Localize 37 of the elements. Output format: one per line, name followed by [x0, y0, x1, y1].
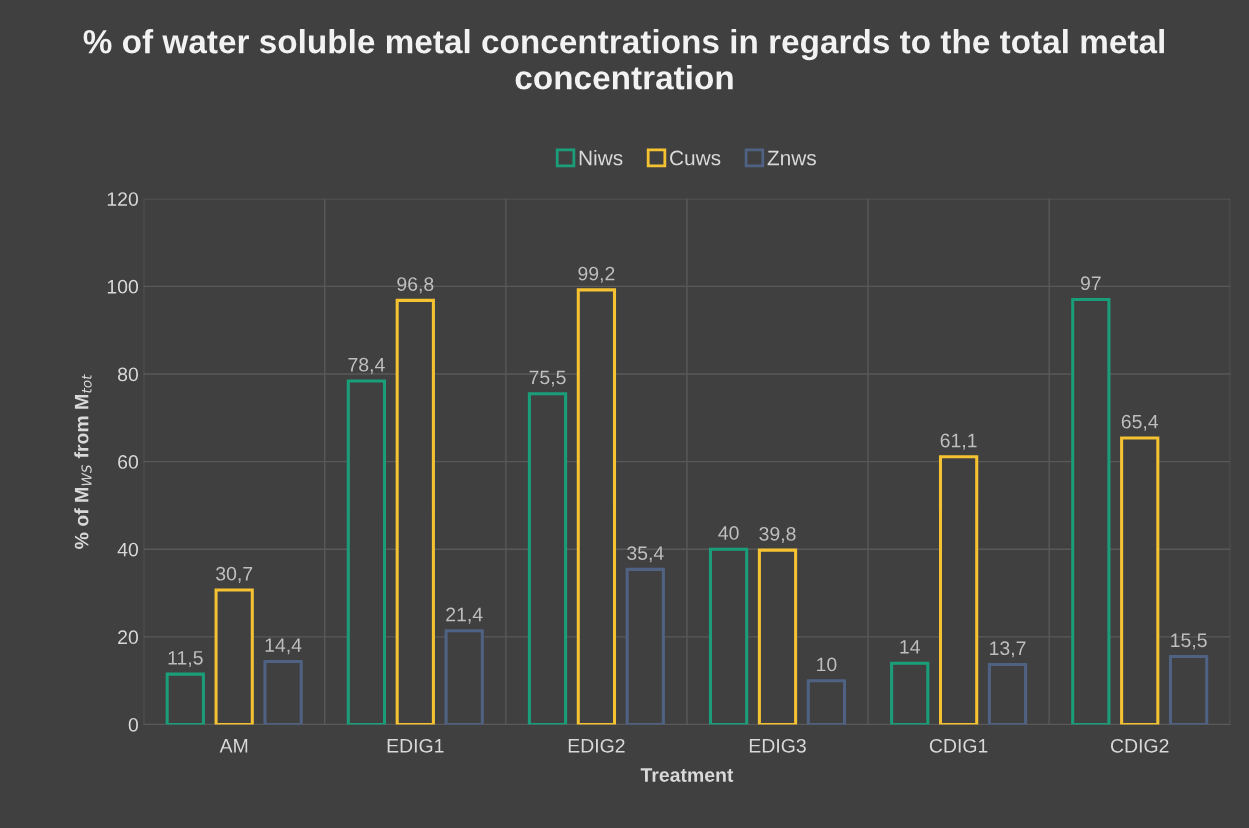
data-label: 40 [718, 526, 739, 540]
legend-label: Cuws [670, 150, 721, 166]
data-label: 21,4 [446, 607, 483, 624]
data-label: 15,5 [1171, 633, 1207, 650]
chart-title: % of water soluble metal concentrations in regards to the total metal concentration [83, 28, 1164, 90]
data-label: 11,5 [168, 651, 203, 668]
y-tick-label: 100 [107, 279, 139, 294]
x-tick-label: CDIG1 [929, 738, 988, 753]
data-label: 97 [1080, 276, 1101, 291]
y-tick-label: 40 [117, 542, 139, 557]
y-tick-label: 60 [118, 455, 139, 469]
y-axis-title: % of M$_{WS}$ from M$_{tot}$ [74, 374, 92, 549]
data-label: 78,4 [348, 357, 385, 374]
x-axis-title: Treatment [640, 768, 734, 782]
data-label: 75,5 [529, 370, 566, 387]
x-tick-label: EDIG1 [387, 738, 444, 753]
y-tick-label: 0 [128, 717, 139, 732]
data-label: 14,4 [265, 638, 302, 655]
data-label: 99,2 [578, 266, 615, 283]
y-tick-label: 80 [117, 367, 139, 382]
data-label: 10 [817, 657, 837, 672]
legend-label: Niws [579, 150, 623, 166]
y-tick-label: 20 [118, 630, 139, 645]
legend-label: Znws [767, 150, 816, 166]
x-tick-label: EDIG3 [749, 738, 806, 753]
data-label: 39,8 [759, 526, 796, 544]
data-label: 13,7 [990, 641, 1026, 658]
data-label: 61,1 [940, 433, 977, 450]
data-label: 65,4 [1121, 414, 1159, 431]
x-tick-label: CDIG2 [1110, 738, 1169, 753]
data-label: 14 [900, 640, 920, 654]
x-tick-label: AM [219, 739, 248, 753]
data-label: 35,4 [627, 546, 664, 563]
data-label: 96,8 [397, 277, 434, 294]
data-label: 30,7 [216, 566, 253, 583]
y-tick-label: 120 [107, 192, 139, 206]
x-tick-label: EDIG2 [568, 738, 625, 753]
